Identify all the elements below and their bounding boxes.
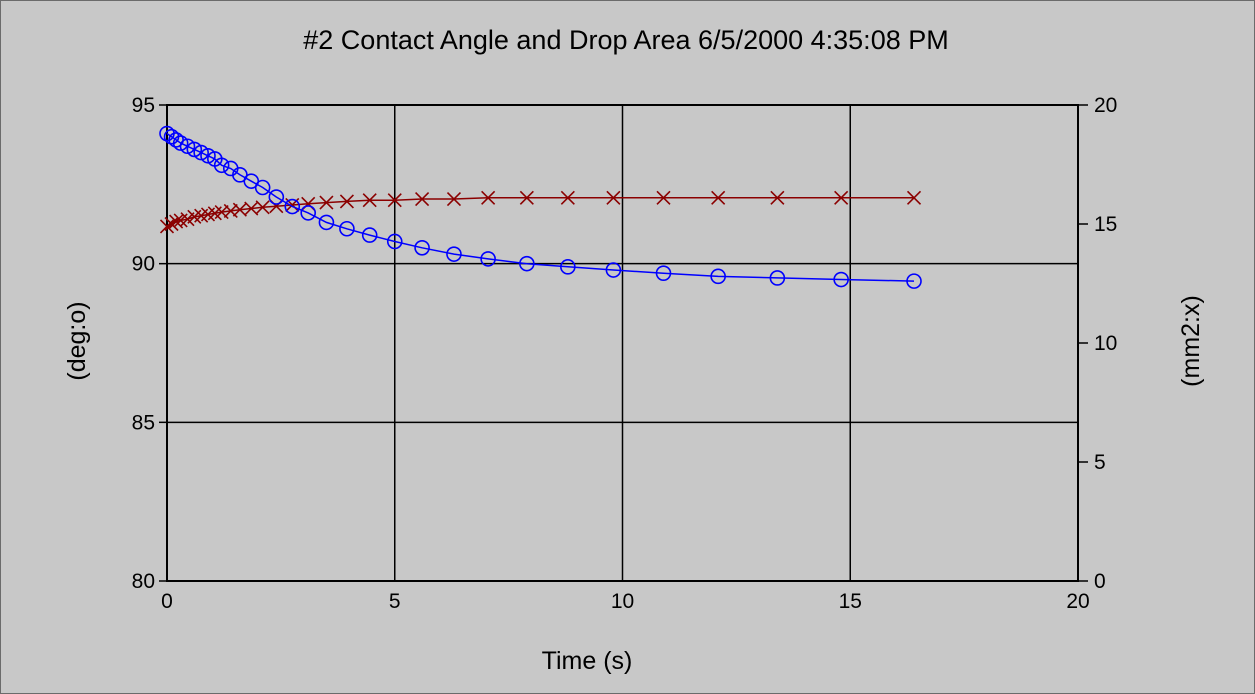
drop-area-point <box>519 190 534 205</box>
drop-area-line <box>166 197 914 228</box>
contact-angle-point <box>186 141 203 158</box>
y-axis-label-right: (mm2:x) <box>1177 295 1205 387</box>
drop-area-point <box>169 214 184 229</box>
series-drop-area <box>159 190 922 234</box>
contact-angle-point <box>172 135 189 151</box>
contact-angle-point <box>300 205 317 221</box>
contact-angle-point <box>655 265 672 281</box>
y-tick-label-right: 10 <box>1094 332 1117 355</box>
drop-area-point <box>159 219 175 234</box>
x-tick-label: 10 <box>611 590 634 613</box>
contact-angle-point <box>560 259 576 275</box>
x-tick-label: 5 <box>389 590 401 613</box>
contact-angle-point <box>284 198 301 215</box>
contact-angle-point <box>318 214 335 231</box>
drop-area-point <box>415 191 430 207</box>
y-tick-label-right: 15 <box>1094 213 1117 236</box>
drop-area-point <box>560 190 575 205</box>
contact-angle-point <box>213 157 230 174</box>
y-tick-label-right: 20 <box>1094 94 1117 117</box>
contact-angle-point <box>769 270 786 286</box>
contact-angle-point <box>386 233 403 250</box>
contact-angle-point <box>254 179 271 196</box>
grid-layer <box>167 105 1078 581</box>
x-tick-label: 15 <box>839 590 862 613</box>
y-axis-label-left: (deg:o) <box>63 301 91 380</box>
contact-angle-point <box>414 240 430 256</box>
x-axis-label: Time (s) <box>542 647 633 675</box>
drop-area-point <box>319 195 334 210</box>
contact-angle-point <box>193 144 209 161</box>
contact-angle-point <box>480 251 496 267</box>
contact-angle-point <box>361 227 378 243</box>
y-tick-label-right: 5 <box>1094 451 1106 474</box>
y-tick-label-left: 90 <box>132 253 155 276</box>
series-contact-angle <box>159 125 922 289</box>
plot-frame <box>166 104 1079 582</box>
drop-area-point <box>906 190 922 205</box>
contact-angle-point <box>906 273 922 289</box>
drop-area-point <box>770 190 785 205</box>
drop-area-point <box>711 190 726 205</box>
drop-area-point <box>834 190 849 205</box>
chart-title: #2 Contact Angle and Drop Area 6/5/2000 … <box>303 25 948 55</box>
contact-angle-point <box>519 255 535 272</box>
contact-angle-point <box>710 268 726 285</box>
contact-angle-point <box>833 271 849 288</box>
contact-angle-point <box>605 262 622 278</box>
x-tick-label: 20 <box>1066 590 1089 613</box>
drop-area-point <box>606 190 621 205</box>
contact-angle-point <box>446 246 462 262</box>
drop-area-point <box>362 193 377 208</box>
drop-area-point <box>339 194 354 209</box>
drop-area-point <box>232 202 247 217</box>
y-tick-label-left: 85 <box>132 411 155 434</box>
y-tick-label-left: 80 <box>132 570 155 593</box>
contact-angle-point <box>179 138 196 155</box>
y-tick-label-left: 95 <box>132 94 155 117</box>
drop-area-point <box>244 201 259 216</box>
contact-angle-point <box>268 189 285 205</box>
contact-angle-point <box>339 220 355 237</box>
x-tick-label: 0 <box>161 590 173 613</box>
drop-area-point <box>446 191 462 207</box>
contact-angle-point <box>200 147 216 164</box>
drop-area-point <box>481 190 496 205</box>
drop-area-point <box>164 216 179 232</box>
ticks-layer: 0 5 10 15 20 80 85 90 95 0 5 10 15 20 <box>132 94 1118 613</box>
y-tick-label-right: 0 <box>1094 570 1106 593</box>
drop-area-point <box>255 200 270 215</box>
contact-angle-line <box>166 132 915 282</box>
drop-area-point <box>387 193 402 208</box>
drop-area-point <box>656 190 671 205</box>
